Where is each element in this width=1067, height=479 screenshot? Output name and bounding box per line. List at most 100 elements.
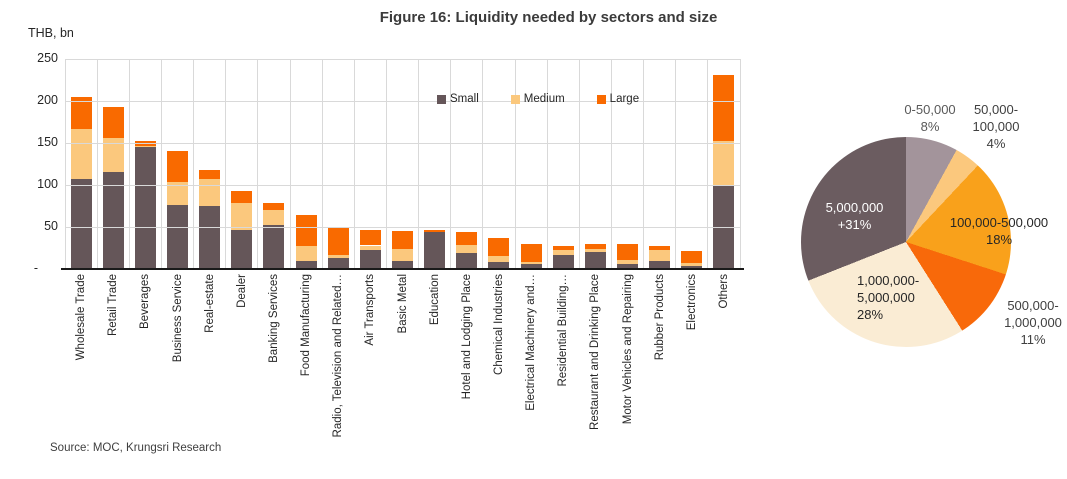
legend-item-medium: Medium [510,93,565,105]
x-axis-line [61,268,744,270]
vertical-gridline [225,59,227,269]
vertical-gridline [257,59,259,269]
bar-segment-small [327,258,349,269]
bar-segment-medium [649,249,671,262]
category-label: Basic Metal [396,274,409,334]
vertical-gridline [385,59,387,269]
bar-segment-small [456,253,478,269]
bar-segment-small [295,260,317,269]
bar-segment-small [134,146,156,269]
vertical-gridline [321,59,323,269]
bar-segment-medium [263,210,285,226]
vertical-gridline [514,59,516,269]
bar-segment-medium [295,246,317,261]
bar-segment-small [70,179,92,269]
bar-segment-medium [584,248,606,253]
bar-segment-large [392,231,413,249]
bar-segment-small [488,262,510,269]
bar-segment-large [552,245,574,250]
y-tick-label: 200 [37,93,58,107]
bar-segment-medium [231,202,253,230]
category-label: Restaurant and Drinking Place [589,274,602,430]
bar-segment-small [552,254,574,269]
category-label: Electrical Machinery and… [525,274,538,411]
chart-title: Figure 16: Liquidity needed by sectors a… [379,9,718,26]
bar-segment-large [617,243,638,260]
horizontal-gridline [65,226,740,228]
vertical-gridline [450,59,452,269]
bar-segment-small [617,263,638,269]
y-tick-label: 50 [44,219,58,233]
vertical-gridline [418,59,420,269]
category-label: Beverages [139,274,152,329]
vertical-gridline [643,59,645,269]
vertical-gridline [578,59,580,269]
category-label: Education [428,274,441,326]
bar-segment-medium [488,255,510,263]
category-label: Real-estate [203,274,216,333]
bar-segment-medium [327,254,349,259]
category-label: Air Transports [364,274,377,346]
bar-segment-medium [617,259,638,264]
bar-segment-medium [134,145,156,147]
bar-segment-medium [359,245,381,250]
category-label: Motor Vehicles and Repairing [621,274,634,425]
pie-label-5000000-plus: 5,000,000 +31% [825,200,884,232]
legend-item-large: Large [596,93,639,105]
bar-chart-plot-area [64,58,741,270]
bar-segment-small [199,206,221,269]
bar-segment-large [199,169,221,180]
bar-segment-large [584,243,606,249]
bar-segment-small [520,263,542,269]
category-label: Others [717,274,730,309]
bar-segment-small [681,265,703,269]
bar-segment-large [520,243,542,263]
large-series-swatch [596,94,606,104]
bar-segment-large [359,229,381,246]
legend-item-small: Small [437,93,479,105]
bar-segment-medium [167,181,188,206]
bar-segment-medium [70,128,92,180]
y-tick-label: 150 [37,135,58,149]
bar-segment-large [263,203,285,211]
bar-segment-large [70,96,92,129]
pie-chart [801,137,1011,347]
bar-segment-large [488,237,510,256]
bar-segment-small [167,205,188,269]
category-label: Banking Services [267,274,280,363]
vertical-gridline [353,59,355,269]
vertical-gridline [193,59,195,269]
bar-segment-large [456,232,478,245]
category-label: Retail Trade [107,274,120,337]
bar-segment-large [295,215,317,247]
horizontal-gridline [65,142,740,144]
category-label: Radio, Television and Related… [332,274,345,438]
vertical-gridline [707,59,709,269]
bar-segment-medium [520,262,542,264]
small-series-swatch [437,94,446,104]
category-label: Business Service [171,274,184,363]
bar-segment-medium [456,244,478,254]
y-tick-label: 250 [37,51,58,65]
bar-segment-medium [681,263,703,266]
horizontal-gridline [65,58,740,60]
pie-label-500000-1000000: 500,000-1,000,000 11% [1004,298,1062,347]
vertical-gridline [289,59,291,269]
medium-series-swatch [510,94,520,104]
category-label: Electronics [685,274,698,331]
vertical-gridline [64,59,66,269]
pie-label-0-50000: 0-50,000 8% [904,102,956,134]
category-label: Wholesale Trade [75,274,88,361]
vertical-gridline [482,59,484,269]
pie-label-1000000-5000000: 1,000,000-5,000,000 28% [857,273,920,322]
legend-label-small: Small [450,93,479,105]
bar-segment-small [102,171,124,269]
y-axis-unit-label: THB, bn [28,26,74,40]
bar-segment-small [649,261,671,269]
bar-segment-medium [713,141,735,185]
bar-segment-small [424,232,446,269]
vertical-gridline [610,59,612,269]
bar-segment-large [102,106,124,138]
y-tick-label: 100 [37,177,58,191]
